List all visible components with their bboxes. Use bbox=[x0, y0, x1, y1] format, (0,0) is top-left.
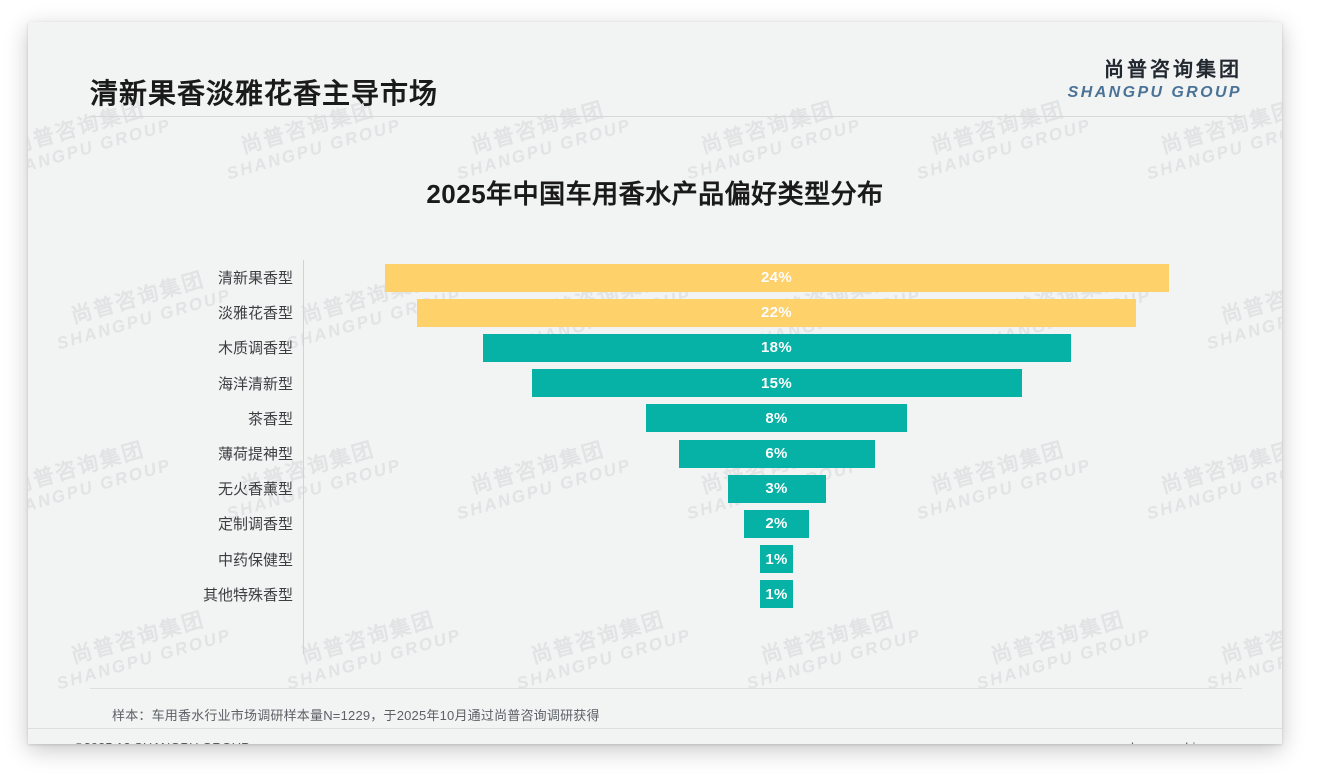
category-label: 茶香型 bbox=[247, 410, 293, 428]
category-label: 定制调香型 bbox=[217, 516, 293, 534]
bar-value-label: 2% bbox=[765, 515, 788, 533]
axis-tick bbox=[303, 277, 313, 278]
bar-rows: 清新果香型 24% 淡雅花香型 22% 木质调香型 18% 海洋清新型 15% 茶香型 8% 薄荷提… bbox=[90, 260, 1230, 612]
axis-tick bbox=[303, 523, 313, 524]
note-divider bbox=[90, 688, 1242, 689]
bar[interactable]: 18% bbox=[482, 333, 1071, 362]
bar-row: 中药保健型 1% bbox=[90, 542, 1230, 577]
bar-row: 清新果香型 24% bbox=[90, 260, 1230, 295]
bar-row: 薄荷提神型 6% bbox=[90, 436, 1230, 471]
bar-row: 淡雅花香型 22% bbox=[90, 295, 1230, 330]
bar[interactable]: 1% bbox=[760, 580, 793, 609]
bar-value-label: 6% bbox=[765, 445, 788, 463]
chart-title: 2025年中国车用香水产品偏好类型分布 bbox=[426, 179, 884, 209]
bar-row: 木质调香型 18% bbox=[90, 330, 1230, 365]
bar-chart: 清新果香型 24% 淡雅花香型 22% 木质调香型 18% 海洋清新型 15% 茶香型 8% 薄荷提… bbox=[90, 260, 1230, 660]
category-label: 海洋清新型 bbox=[217, 375, 293, 393]
bar-track: 1% bbox=[313, 577, 1230, 612]
bar[interactable]: 6% bbox=[678, 439, 875, 468]
axis-tick bbox=[303, 559, 313, 560]
bar-value-label: 3% bbox=[765, 480, 788, 498]
bar-track: 8% bbox=[313, 401, 1230, 436]
bar[interactable]: 15% bbox=[531, 369, 1022, 398]
axis-tick bbox=[303, 418, 313, 419]
bar-value-label: 8% bbox=[765, 409, 788, 427]
category-label: 清新果香型 bbox=[217, 270, 293, 288]
bar-track: 15% bbox=[313, 366, 1230, 401]
brand-logo: 尚普咨询集团 SHANGPU GROUP bbox=[1067, 59, 1242, 101]
axis-tick bbox=[303, 383, 313, 384]
bar-track: 18% bbox=[313, 330, 1230, 365]
watermark-english-text: SHANGPU GROUP bbox=[224, 114, 404, 183]
bar-row: 无火香薰型 3% bbox=[90, 471, 1230, 506]
bar[interactable]: 24% bbox=[384, 263, 1169, 292]
bar-value-label: 22% bbox=[761, 304, 792, 322]
bar-value-label: 24% bbox=[761, 269, 792, 287]
bar-value-label: 1% bbox=[765, 585, 788, 603]
header-divider bbox=[90, 116, 1242, 117]
bar-row: 茶香型 8% bbox=[90, 401, 1230, 436]
bar-row: 海洋清新型 15% bbox=[90, 366, 1230, 401]
logo-chinese-text: 尚普咨询集团 bbox=[1104, 59, 1242, 81]
category-axis-line bbox=[303, 260, 304, 654]
bar-value-label: 15% bbox=[761, 374, 792, 392]
footer-copyright: ©2025.12 SHANGPU GROUP bbox=[74, 740, 250, 744]
bar[interactable]: 3% bbox=[727, 474, 826, 503]
footer-divider bbox=[28, 728, 1282, 729]
watermark-english-text: SHANGPU GROUP bbox=[28, 114, 174, 183]
bar-value-label: 1% bbox=[765, 550, 788, 568]
axis-tick bbox=[303, 594, 313, 595]
bar[interactable]: 2% bbox=[743, 509, 810, 538]
category-label: 中药保健型 bbox=[217, 551, 293, 569]
bar-track: 2% bbox=[313, 506, 1230, 541]
bar[interactable]: 22% bbox=[417, 298, 1136, 327]
sample-note: 样本：车用香水行业市场调研样本量N=1229，于2025年10月通过尚普咨询调研… bbox=[112, 708, 600, 723]
slide-footer: ©2025.12 SHANGPU GROUP www.shangpu-china… bbox=[28, 728, 1282, 744]
watermark-english-text: SHANGPU GROUP bbox=[454, 114, 634, 183]
slide-header: 清新果香淡雅花香主导市场 尚普咨询集团 SHANGPU GROUP bbox=[28, 22, 1282, 118]
bar-row: 其他特殊香型 1% bbox=[90, 577, 1230, 612]
axis-tick bbox=[303, 347, 313, 348]
bar-value-label: 18% bbox=[761, 339, 792, 357]
category-label: 无火香薰型 bbox=[217, 481, 293, 499]
bar-row: 定制调香型 2% bbox=[90, 506, 1230, 541]
bar-track: 1% bbox=[313, 542, 1230, 577]
bar[interactable]: 1% bbox=[760, 545, 793, 574]
category-label: 其他特殊香型 bbox=[202, 586, 293, 604]
watermark-english-text: SHANGPU GROUP bbox=[1144, 114, 1282, 183]
category-label: 木质调香型 bbox=[217, 340, 293, 358]
bar-track: 24% bbox=[313, 260, 1230, 295]
watermark-english-text: SHANGPU GROUP bbox=[684, 114, 864, 183]
axis-tick bbox=[303, 453, 313, 454]
axis-tick bbox=[303, 488, 313, 489]
bar-track: 3% bbox=[313, 471, 1230, 506]
watermark-english-text: SHANGPU GROUP bbox=[914, 114, 1094, 183]
page-title: 清新果香淡雅花香主导市场 bbox=[90, 78, 439, 109]
category-label: 薄荷提神型 bbox=[217, 446, 293, 464]
bar[interactable]: 8% bbox=[645, 404, 908, 433]
slide: 尚普咨询集团 SHANGPU GROUP 尚普咨询集团 SHANGPU GROUP 尚普… bbox=[28, 22, 1282, 744]
bar-track: 6% bbox=[313, 436, 1230, 471]
axis-tick bbox=[303, 312, 313, 313]
bar-track: 22% bbox=[313, 295, 1230, 330]
logo-english-text: SHANGPU GROUP bbox=[1067, 83, 1242, 101]
category-label: 淡雅花香型 bbox=[217, 305, 293, 323]
footer-website[interactable]: www.shangpu-china.com bbox=[1093, 740, 1238, 744]
